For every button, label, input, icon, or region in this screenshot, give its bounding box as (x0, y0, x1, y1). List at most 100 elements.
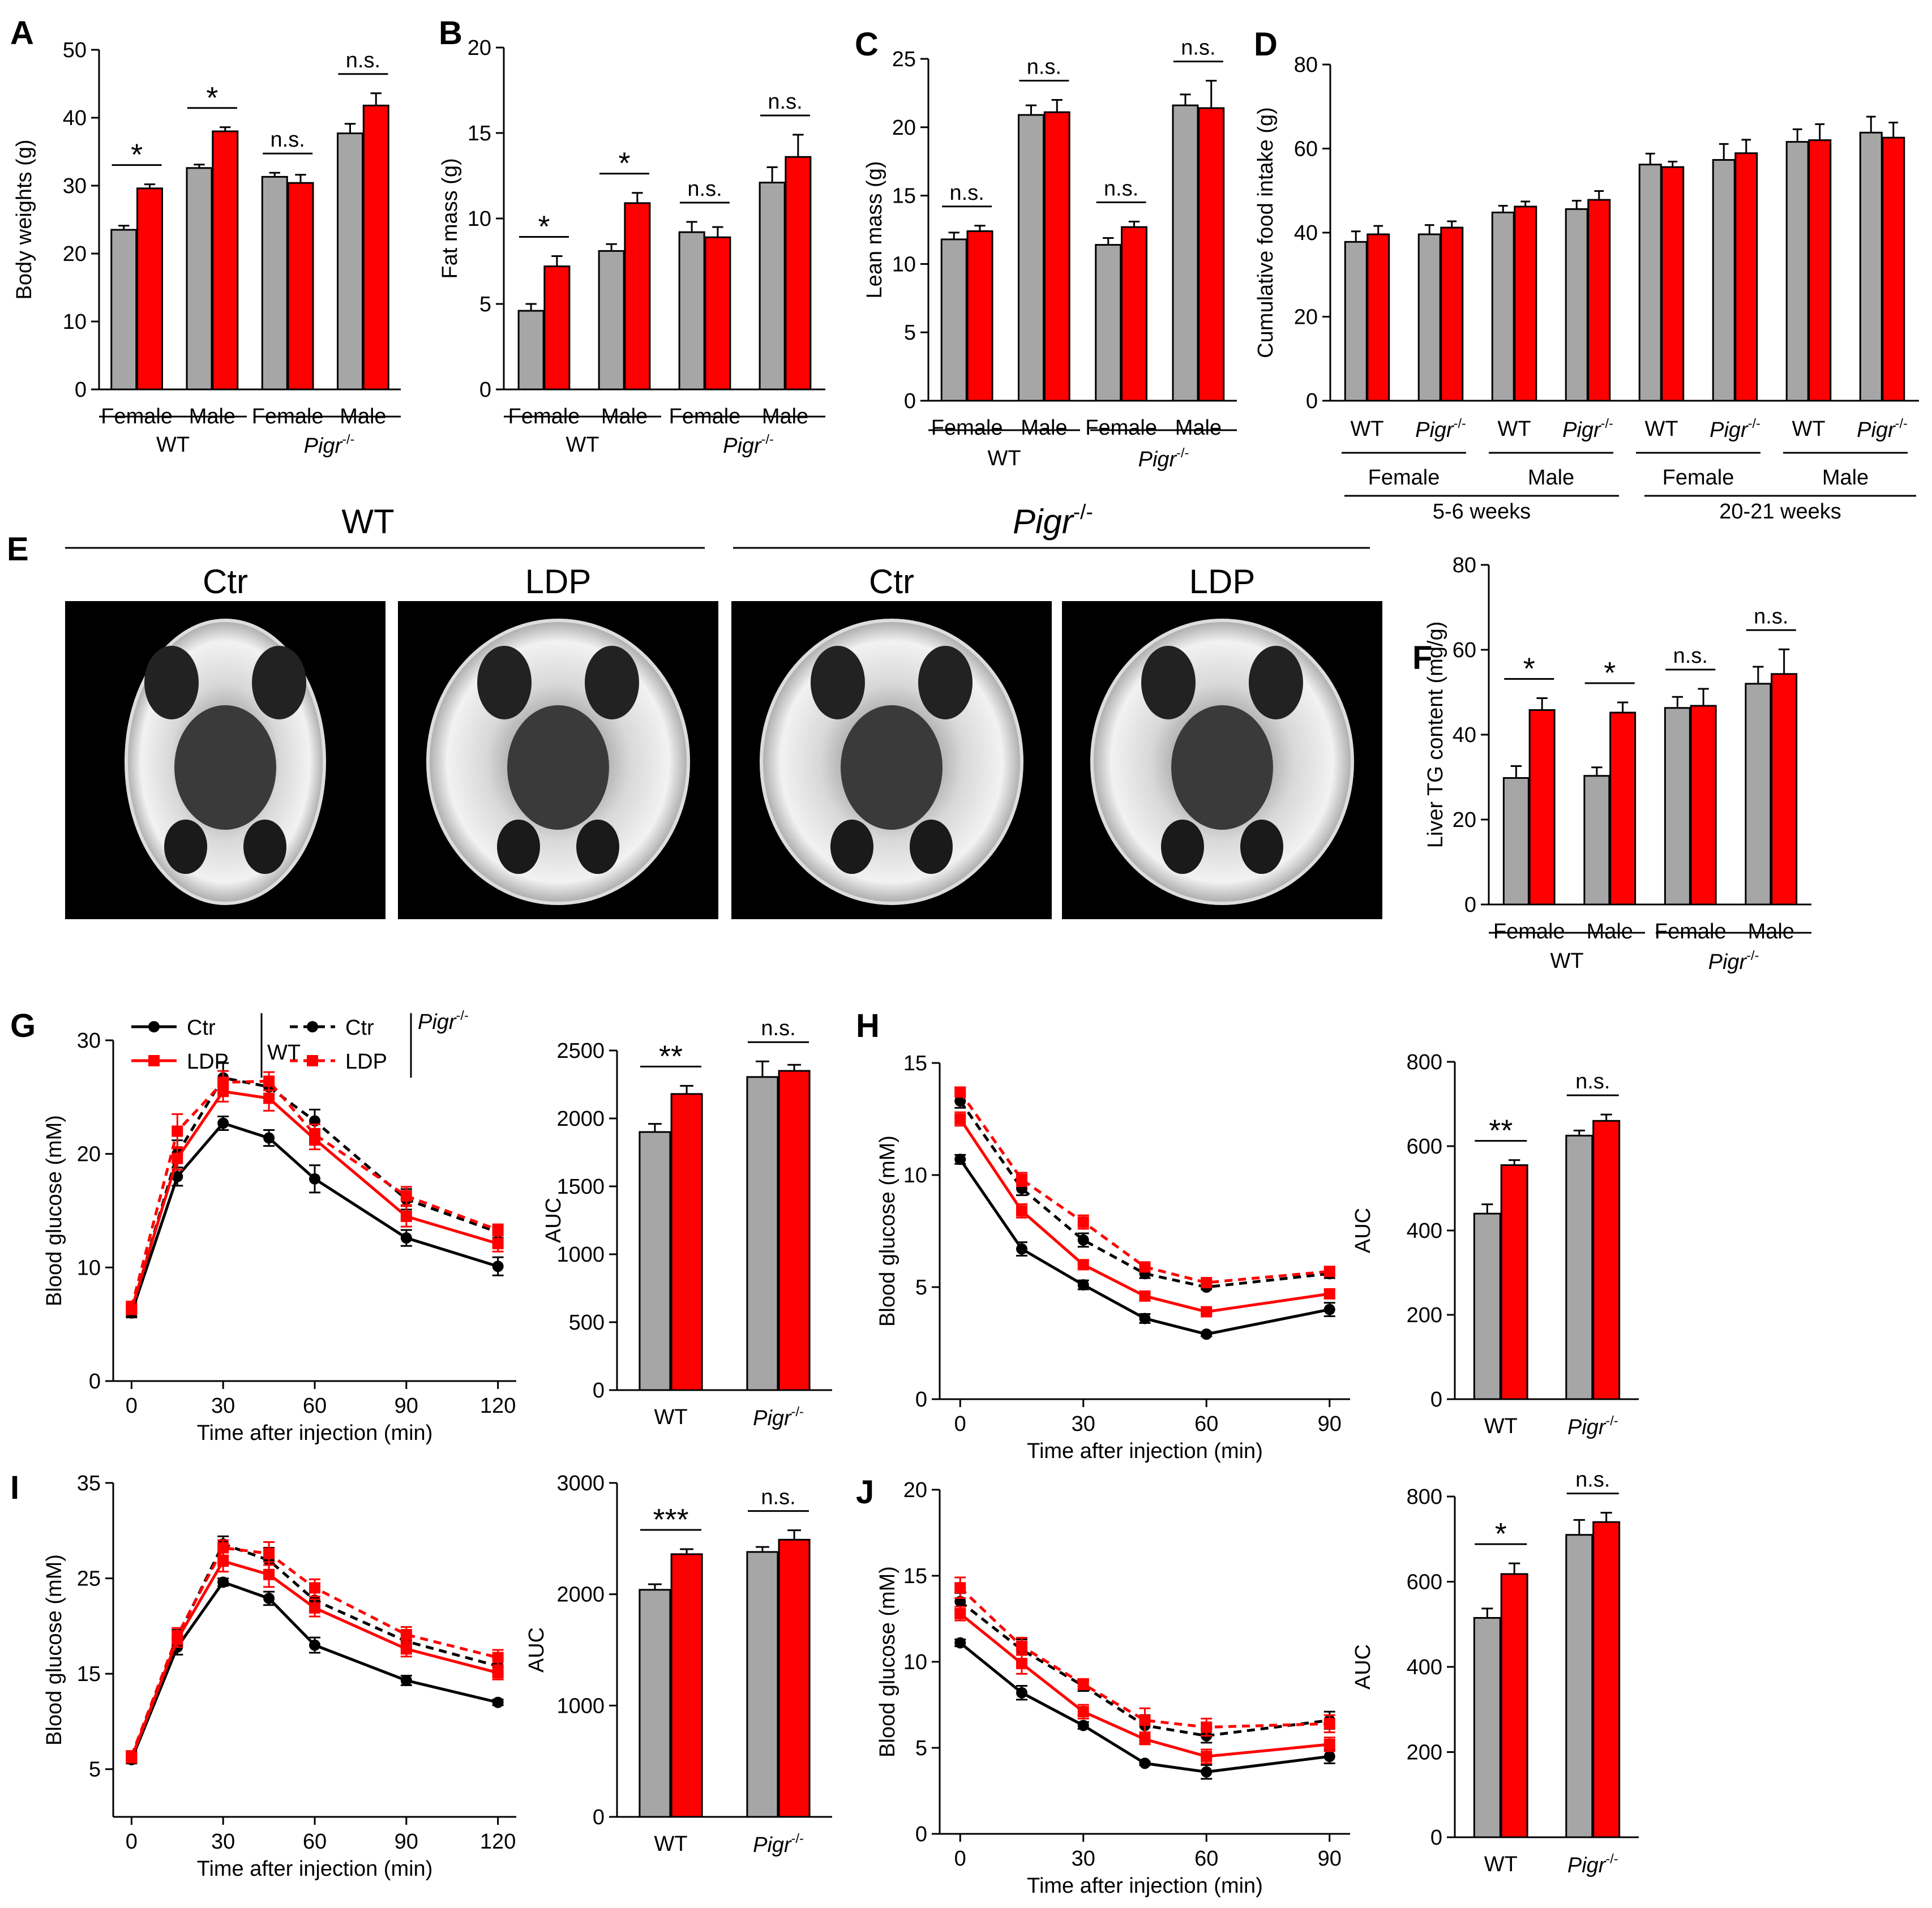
y-tick-label: 20 (77, 1143, 101, 1167)
y-tick-label: 2000 (556, 1583, 605, 1607)
mri-organ (174, 705, 276, 830)
mri-organ (144, 646, 199, 719)
legend-label: Ctr (187, 1016, 216, 1040)
mri-organ (1171, 705, 1273, 830)
panel-g-auc: 0 500 1000 1500 2000 2500 AUC ** WT n.s. Pigr-/- (542, 1017, 832, 1430)
x-tick-label: 0 (954, 1847, 966, 1871)
bar-ldp (1882, 136, 1905, 402)
legend-marker (148, 1055, 160, 1066)
bar-ctr (261, 175, 288, 391)
x-tick-label: 60 (303, 1394, 327, 1418)
bar-ldp (1121, 226, 1148, 402)
data-point (1139, 1714, 1151, 1726)
y-tick-label: 40 (1294, 221, 1318, 245)
data-point (309, 1639, 320, 1651)
x-tick-label: Pigr-/- (753, 1404, 804, 1430)
y-axis-title: AUC (1351, 1208, 1375, 1253)
bar-ldp (1592, 1120, 1621, 1400)
y-tick-label: 0 (904, 389, 916, 413)
significance-label: n.s. (1575, 1468, 1610, 1492)
bar-ldp (1043, 111, 1070, 402)
bar-ctr (1172, 104, 1199, 402)
mri-organ (252, 646, 306, 719)
bar-ldp (785, 156, 812, 391)
y-tick-label: 1500 (556, 1175, 605, 1199)
bar-ldp (1808, 139, 1832, 402)
x-tick-label: WT (1484, 1414, 1518, 1438)
x-tick-label: 90 (1318, 1847, 1342, 1871)
y-tick-label: 400 (1407, 1656, 1442, 1679)
significance-label: ** (1489, 1114, 1513, 1148)
y-tick-label: 15 (903, 1564, 927, 1588)
group-label: Pigr-/- (1138, 445, 1189, 471)
data-point (1077, 1720, 1089, 1731)
panel-label-I: I (10, 1469, 19, 1506)
x-tick-label: WT (654, 1405, 687, 1429)
y-tick-label: 800 (1407, 1051, 1442, 1074)
significance-label: n.s. (950, 181, 984, 205)
legend-label: LDP (187, 1050, 229, 1074)
y-axis-title: Blood glucose (mM) (876, 1135, 899, 1327)
x-tick-label: Male (1021, 416, 1067, 440)
y-tick-label: 800 (1407, 1485, 1442, 1509)
bar-ldp (1514, 205, 1537, 402)
data-point (172, 1633, 183, 1645)
bar-ldp (670, 1553, 703, 1818)
x-axis-title: Time after injection (min) (197, 1421, 433, 1445)
x-tick-label: WT (1350, 417, 1383, 441)
series-line-ctr-pigr (959, 1100, 1330, 1289)
bar-ctr (1017, 114, 1044, 402)
data-point (1016, 1687, 1027, 1699)
significance-label: * (206, 81, 218, 115)
condition-label: Ctr (869, 563, 914, 601)
data-point (1323, 1288, 1335, 1300)
mri-organ (585, 646, 639, 719)
mri-organ (497, 820, 540, 874)
x-tick-label: Male (1175, 416, 1222, 440)
y-tick-label: 20 (903, 1478, 927, 1502)
x-tick-label: Female (931, 416, 1003, 440)
data-point (263, 1132, 275, 1144)
mri-organ (164, 820, 207, 874)
bar-ctr (1491, 211, 1515, 402)
y-tick-label: 20 (1453, 808, 1476, 832)
y-tick-label: 5 (915, 1276, 927, 1300)
y-tick-label: 10 (77, 1256, 101, 1280)
y-tick-label: 0 (593, 1806, 605, 1829)
data-point (954, 1607, 966, 1619)
y-tick-label: 20 (63, 242, 87, 266)
data-point (1323, 1751, 1335, 1763)
bar-ctr (1473, 1617, 1501, 1838)
y-tick-label: 50 (63, 38, 87, 62)
mri-organ (918, 646, 973, 719)
mri-organ (507, 705, 609, 830)
significance-label: n.s. (761, 1486, 795, 1510)
y-tick-label: 10 (903, 1650, 927, 1674)
data-point (954, 1154, 966, 1165)
data-point (954, 1582, 966, 1594)
y-tick-label: 20 (468, 36, 491, 60)
y-tick-label: 15 (468, 122, 491, 145)
bar-ctr (1565, 1134, 1593, 1400)
x-tick-label: 90 (395, 1394, 418, 1418)
data-point (126, 1304, 138, 1315)
bar-ctr (517, 310, 545, 391)
data-point (954, 1113, 966, 1125)
bar-ctr (639, 1589, 671, 1818)
panel-j-line: 0 5 10 15 20 Blood glucose (mM) 0 30 60 90 Time af… (876, 1478, 1350, 1898)
bar-ldp (1198, 107, 1225, 402)
bar-ldp (1528, 709, 1556, 906)
series-line-ldp-wt (959, 1118, 1330, 1314)
significance-label: ** (659, 1039, 683, 1073)
x-tick-label: 30 (1072, 1847, 1095, 1871)
panel-label-G: G (10, 1007, 36, 1044)
series-line-ldp-pigr (959, 1091, 1330, 1284)
group-label: WT (1550, 949, 1583, 973)
data-point (400, 1643, 412, 1655)
data-point (400, 1232, 412, 1244)
x-tick-label: WT (1497, 417, 1531, 441)
significance-label: n.s. (1104, 177, 1138, 201)
y-tick-label: 30 (77, 1029, 101, 1053)
y-tick-label: 0 (75, 378, 87, 402)
